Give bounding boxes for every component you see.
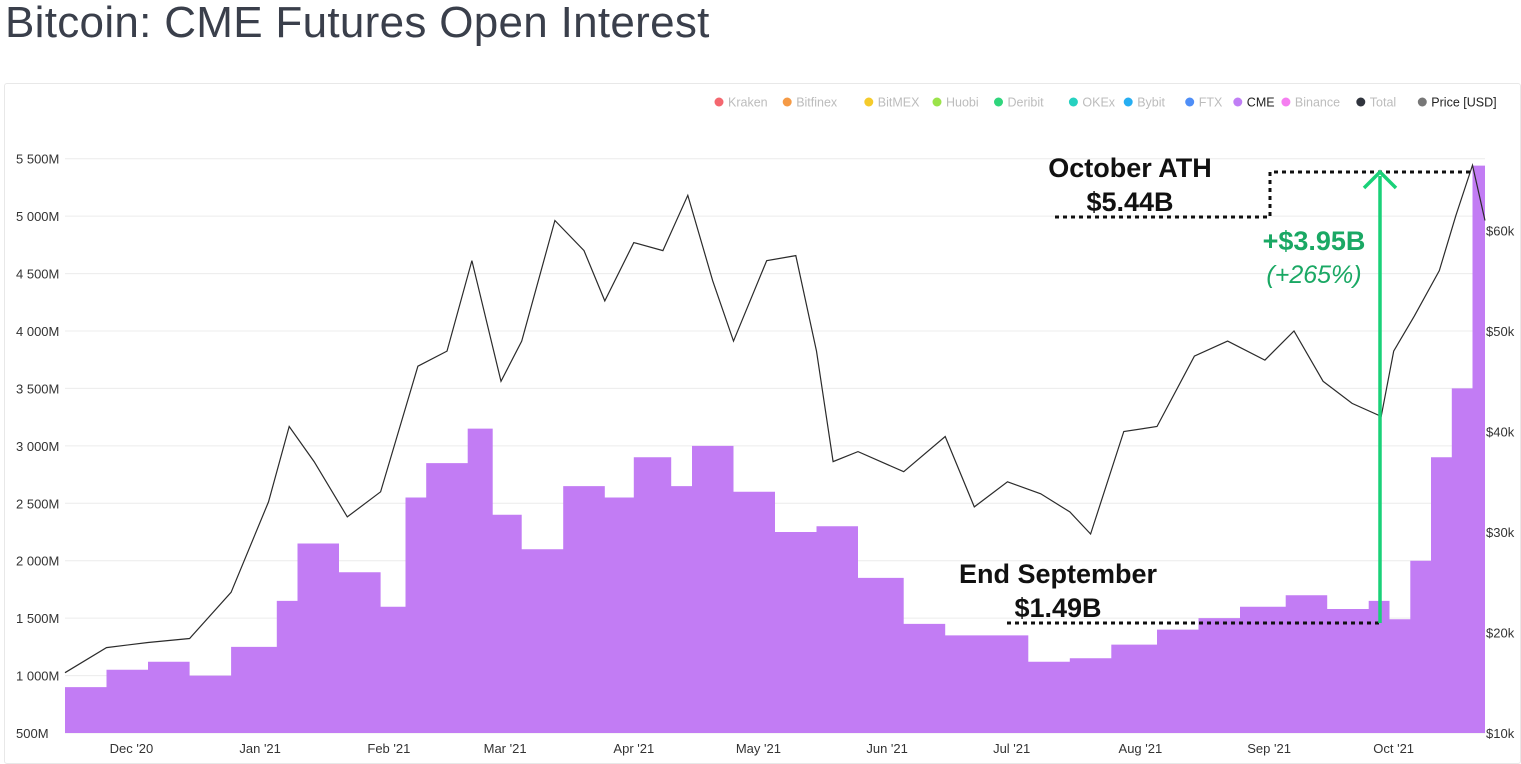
legend: Price [USD] Total Binance CME FTX Bybit OKEx De… [714,96,1497,110]
x-tick-label: Sep '21 [1247,741,1291,756]
end-sept-label-line1: End September [959,559,1158,589]
delta-label-line2: (+265%) [1266,261,1361,289]
legend-label: Total [1370,96,1396,110]
legend-label: Binance [1295,96,1340,110]
ath-dotted-line [1055,170,1472,219]
legend-dot [1185,97,1195,107]
legend-item-huobi: Huobi [932,96,979,110]
left-tick-label: 3 000M [16,439,59,454]
left-tick-label: 3 500M [16,381,59,396]
x-tick-label: Feb '21 [367,741,410,756]
legend-dot [864,97,874,107]
annotations: October ATH $5.44B End September $1.49B … [959,153,1472,625]
right-tick-label: $50k [1486,324,1515,339]
right-axis-ticks: $10k $20k $30k $40k $50k $60k [1486,224,1515,742]
x-tick-label: Oct '21 [1373,741,1414,756]
x-tick-label: Jan '21 [239,741,281,756]
left-tick-label: 500M [16,726,49,741]
legend-item-bitfinex: Bitfinex [782,96,838,110]
delta-label-line1: +$3.95B [1263,226,1366,256]
legend-label: Kraken [728,96,768,110]
x-tick-label: Jul '21 [993,741,1030,756]
legend-item-binance: Binance [1281,96,1340,110]
price-line [64,162,1486,674]
right-tick-label: $20k [1486,626,1515,641]
legend-dot [1233,97,1243,107]
x-tick-label: May '21 [736,741,781,756]
ath-label-line1: October ATH [1048,153,1212,183]
legend-label: Deribit [1008,96,1045,110]
legend-label: CME [1247,96,1275,110]
left-tick-label: 1 500M [16,611,59,626]
x-tick-label: Dec '20 [110,741,154,756]
legend-item-price-usd: Price [USD] [1417,96,1497,110]
price-line-layer [64,162,1486,674]
legend-label: Bybit [1137,96,1165,110]
cme-area-layer [65,165,1485,734]
x-axis-ticks: Dec '20 Jan '21 Feb '21 Mar '21 Apr '21 May '… [110,741,1414,756]
increase-arrow-head [1362,169,1398,190]
legend-item-bitmex: BitMEX [864,96,920,110]
x-tick-label: Apr '21 [613,741,654,756]
legend-item-total: Total [1356,96,1396,110]
legend-item-bybit: Bybit [1123,96,1166,110]
legend-dot [932,97,942,107]
legend-label: Huobi [946,96,979,110]
legend-dot [994,97,1003,107]
right-tick-label: $10k [1486,726,1515,741]
right-tick-label: $40k [1486,425,1515,440]
left-tick-label: 2 000M [16,554,59,569]
legend-label: FTX [1199,96,1223,110]
left-tick-label: 5 500M [16,152,59,167]
left-tick-label: 4 500M [16,267,59,282]
ath-label-line2: $5.44B [1086,187,1173,217]
x-tick-label: Aug '21 [1119,741,1163,756]
legend-item-deribit: Deribit [994,96,1044,110]
x-tick-label: Mar '21 [484,741,527,756]
legend-dot [714,97,724,107]
x-tick-label: Jun '21 [866,741,908,756]
legend-dot [782,97,792,107]
left-tick-label: 2 500M [16,496,59,511]
legend-label: BitMEX [878,96,920,110]
left-tick-label: 4 000M [16,324,59,339]
right-tick-label: $30k [1486,525,1515,540]
legend-item-ftx: FTX [1185,96,1223,110]
right-tick-label: $60k [1486,224,1515,239]
legend-dot [1068,97,1078,107]
left-tick-label: 1 000M [16,669,59,684]
legend-label: OKEx [1082,96,1115,110]
legend-dot [1281,97,1291,107]
page-title: Bitcoin: CME Futures Open Interest [5,0,710,47]
legend-label: Bitfinex [796,96,838,110]
legend-dot [1417,97,1427,107]
legend-dot [1356,97,1366,107]
cme-area [65,165,1485,734]
legend-dot [1123,97,1133,107]
left-axis-ticks: 500M 1 000M 1 500M 2 000M 2 500M 3 000M 3 500M… [16,152,59,741]
legend-item-cme: CME [1233,96,1275,110]
legend-item-okex: OKEx [1068,96,1116,110]
left-tick-label: 5 000M [16,209,59,224]
end-sept-label-line2: $1.49B [1014,593,1101,623]
legend-label: Price [USD] [1431,96,1496,110]
legend-item-kraken: Kraken [714,96,768,110]
